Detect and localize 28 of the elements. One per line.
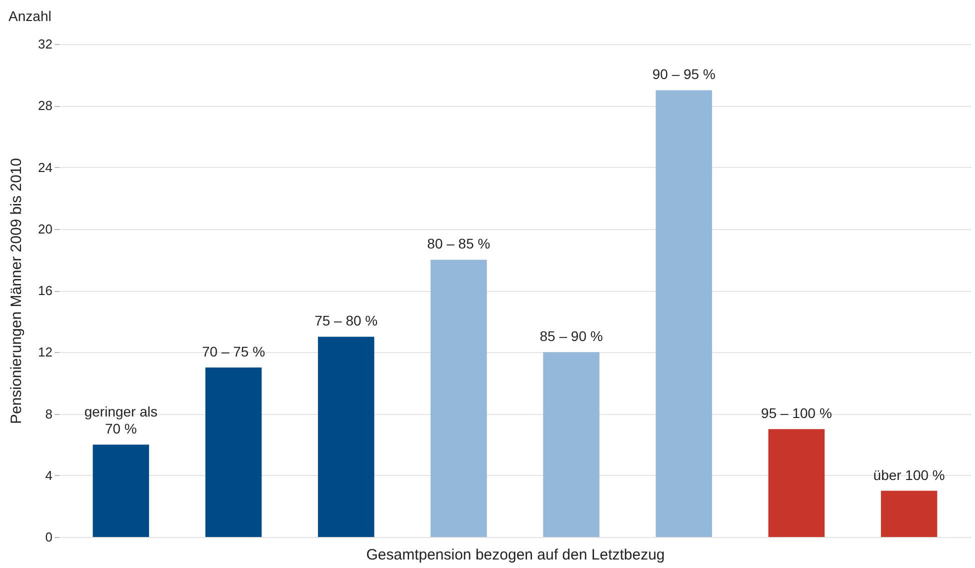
bar: [768, 429, 825, 537]
bar: [205, 368, 262, 537]
x-tick-label: über 100 %: [873, 466, 945, 483]
bar: [880, 490, 938, 537]
y-tick-label: 20: [38, 221, 52, 236]
bar: [543, 352, 600, 537]
y-tick-label: 16: [38, 283, 52, 298]
y-axis-title: Pensionierungen Männer 2009 bis 2010: [8, 158, 26, 424]
y-tick-label: 28: [38, 98, 52, 114]
x-axis-title: Gesamtpension bezogen auf den Letztbezug: [366, 546, 665, 564]
y-tick-label: 24: [38, 160, 52, 175]
x-tick-label: 95 – 100 %: [761, 405, 832, 422]
x-tick-label: 70 – 75 %: [202, 344, 266, 360]
bar: [92, 444, 150, 537]
y-tick-label: 12: [38, 344, 52, 360]
x-tick-label: 75 – 80 %: [314, 312, 378, 329]
y-tick-label: 32: [38, 36, 52, 52]
y-tick-label: 4: [45, 468, 52, 483]
text: Anzahl: [8, 8, 52, 24]
x-tick-label: 90 – 95 %: [652, 66, 716, 82]
bar: [430, 260, 487, 537]
y-tick-label: 0: [45, 530, 52, 544]
x-tick-label: 80 – 85 %: [427, 236, 490, 252]
bar: [656, 90, 712, 537]
x-tick-label: geringer als 70 %: [84, 404, 158, 437]
y-tick-label: 8: [45, 406, 52, 422]
bar: [318, 336, 374, 537]
x-tick-label: 85 – 90 %: [540, 328, 603, 344]
